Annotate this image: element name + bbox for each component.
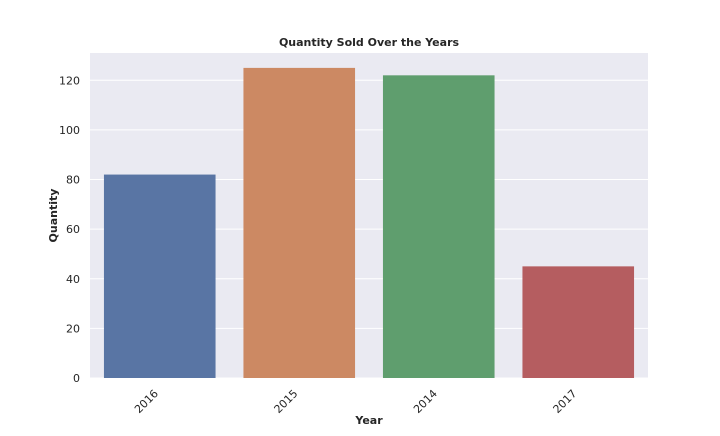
x-tick-label: 2017 — [551, 387, 580, 416]
y-tick-label: 60 — [66, 223, 80, 236]
y-tick-label: 100 — [59, 124, 80, 137]
y-tick-label: 80 — [66, 174, 80, 187]
x-tick-label: 2014 — [411, 387, 440, 416]
bar-2017 — [522, 266, 635, 378]
y-tick-label: 20 — [66, 322, 80, 335]
x-tick-label: 2016 — [132, 387, 161, 416]
bar-2016 — [103, 174, 216, 378]
bars — [103, 67, 635, 378]
y-tick-label: 0 — [73, 372, 80, 385]
x-tick-labels: 2016 2015 2014 2017 — [132, 387, 579, 416]
y-tick-label: 40 — [66, 273, 80, 286]
bar-2015 — [243, 67, 356, 378]
y-axis-label: Quantity — [47, 189, 60, 243]
bar-2014 — [382, 75, 495, 378]
chart-title: Quantity Sold Over the Years — [279, 36, 460, 49]
x-axis-label: Year — [354, 414, 383, 427]
x-tick-label: 2015 — [272, 387, 301, 416]
y-tick-labels: 0 20 40 60 80 100 120 — [59, 74, 80, 385]
y-tick-label: 120 — [59, 74, 80, 87]
